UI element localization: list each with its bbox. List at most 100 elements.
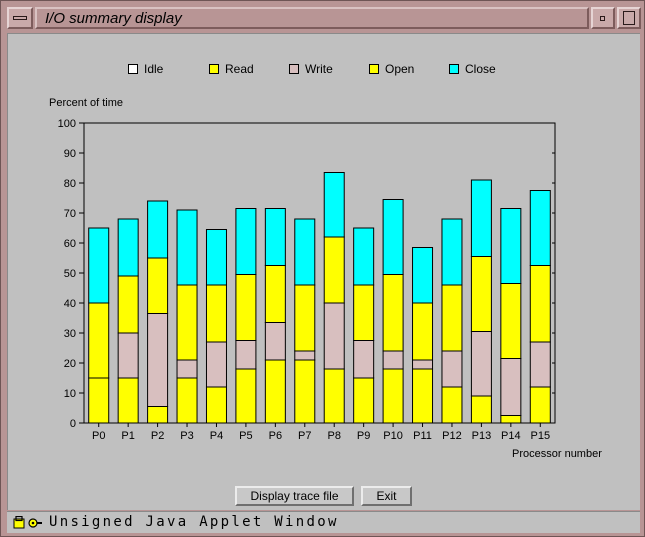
bar-segment	[353, 377, 375, 424]
bar-segment	[441, 350, 463, 388]
bar-segment	[441, 218, 463, 286]
bar-segment	[412, 368, 434, 424]
window-title: I/O summary display	[45, 10, 182, 27]
y-tick-label: 90	[64, 148, 76, 160]
y-tick-label: 40	[64, 298, 76, 310]
x-axis-label: Processor number	[512, 448, 602, 460]
bar-segment	[117, 377, 139, 424]
bar-segment	[235, 208, 257, 275]
bar-segment	[264, 208, 286, 266]
exit-button[interactable]: Exit	[361, 486, 412, 506]
bar-segment	[235, 368, 257, 424]
bar-segment	[205, 229, 227, 286]
bar-segment	[323, 172, 345, 238]
bar-segment	[294, 284, 316, 352]
x-tick-label: P0	[92, 430, 105, 442]
y-tick-label: 80	[64, 178, 76, 190]
legend-label-write: Write	[305, 62, 333, 76]
status-text: Unsigned Java Applet Window	[49, 514, 339, 530]
bar-segment	[529, 265, 551, 343]
bar-segment	[441, 386, 463, 424]
bar-segment	[382, 368, 404, 424]
applet-content: Idle Read Write Open Close Percent of ti…	[7, 33, 640, 510]
bar-segment	[88, 227, 110, 304]
minimize-icon	[600, 16, 605, 21]
bar-segment	[470, 395, 492, 424]
maximize-button[interactable]	[617, 7, 641, 29]
bar-segment	[500, 358, 522, 416]
bar-segment	[176, 377, 198, 424]
bar-segment	[176, 209, 198, 286]
y-tick-label: 0	[70, 418, 76, 430]
bar-segment	[529, 341, 551, 388]
bar-segment	[470, 179, 492, 257]
bar-segment	[264, 265, 286, 323]
bar-segment	[147, 257, 169, 314]
window-menu-icon	[13, 16, 27, 20]
bar-segment	[147, 200, 169, 259]
bar-segment	[117, 332, 139, 379]
key-lock-icon	[13, 516, 42, 529]
x-tick-label: P8	[327, 430, 340, 442]
x-tick-label: P2	[151, 430, 164, 442]
y-tick-label: 70	[64, 208, 76, 220]
status-bar: Unsigned Java Applet Window	[7, 511, 640, 533]
window-menu-button[interactable]	[7, 7, 33, 29]
bar-segment	[353, 284, 375, 341]
maximize-icon	[623, 11, 635, 25]
stacked-bar-chart: 0 10 20 30 40 50 60 70 80 90 100 P0 P1 P2 P3 P4 P5 P6 P7 P8…	[58, 118, 556, 442]
display-trace-file-button[interactable]: Display trace file	[235, 486, 354, 506]
y-tick-label: 60	[64, 238, 76, 250]
y-tick-label: 10	[64, 388, 76, 400]
bar-segment	[264, 322, 286, 361]
bar-segment	[294, 218, 316, 286]
bar-segment	[176, 284, 198, 361]
bar-segment	[264, 359, 286, 424]
bar-segment	[412, 247, 434, 304]
x-tick-label: P14	[501, 430, 521, 442]
bar-segment	[117, 218, 139, 277]
bar-segment	[147, 313, 169, 407]
legend-label-close: Close	[465, 62, 496, 76]
minimize-button[interactable]	[591, 7, 615, 29]
y-axis-label: Percent of time	[49, 97, 123, 109]
title-field[interactable]: I/O summary display	[35, 7, 589, 29]
title-bar[interactable]: I/O summary display	[5, 5, 642, 31]
bar-segment	[294, 350, 316, 361]
bar-segment	[323, 302, 345, 370]
legend-label-open: Open	[385, 62, 415, 76]
bar-segment	[235, 274, 257, 341]
bar-segment	[412, 302, 434, 361]
legend-swatch-write	[289, 64, 299, 74]
legend-label-idle: Idle	[144, 62, 164, 76]
bar-segment	[205, 386, 227, 424]
y-tick-label: 20	[64, 358, 76, 370]
x-tick-label: P5	[239, 430, 252, 442]
legend-label-read: Read	[225, 62, 254, 76]
bar-segment	[500, 208, 522, 284]
bar-segment	[205, 284, 227, 343]
y-tick-label: 50	[64, 268, 76, 280]
x-tick-label: P12	[442, 430, 462, 442]
x-tick-label: P10	[383, 430, 403, 442]
bar-segment	[412, 359, 434, 370]
x-tick-label: P1	[121, 430, 134, 442]
legend-swatch-read	[209, 64, 219, 74]
bar-segment	[529, 190, 551, 266]
x-tick-label: P6	[269, 430, 282, 442]
bar-segment	[88, 377, 110, 424]
x-tick-label: P7	[298, 430, 311, 442]
bar-segment	[117, 275, 139, 334]
bar-segment	[500, 283, 522, 359]
bar-segment	[353, 227, 375, 286]
bar-segment	[382, 199, 404, 275]
x-tick-label: P3	[180, 430, 193, 442]
bar-segment	[382, 274, 404, 352]
bar-segment	[470, 256, 492, 332]
bar-segment	[323, 236, 345, 304]
bar-segment	[294, 359, 316, 424]
bar-segment	[353, 340, 375, 379]
legend-swatch-idle	[128, 64, 138, 74]
bar-segment	[323, 368, 345, 424]
bar-segment	[441, 284, 463, 352]
